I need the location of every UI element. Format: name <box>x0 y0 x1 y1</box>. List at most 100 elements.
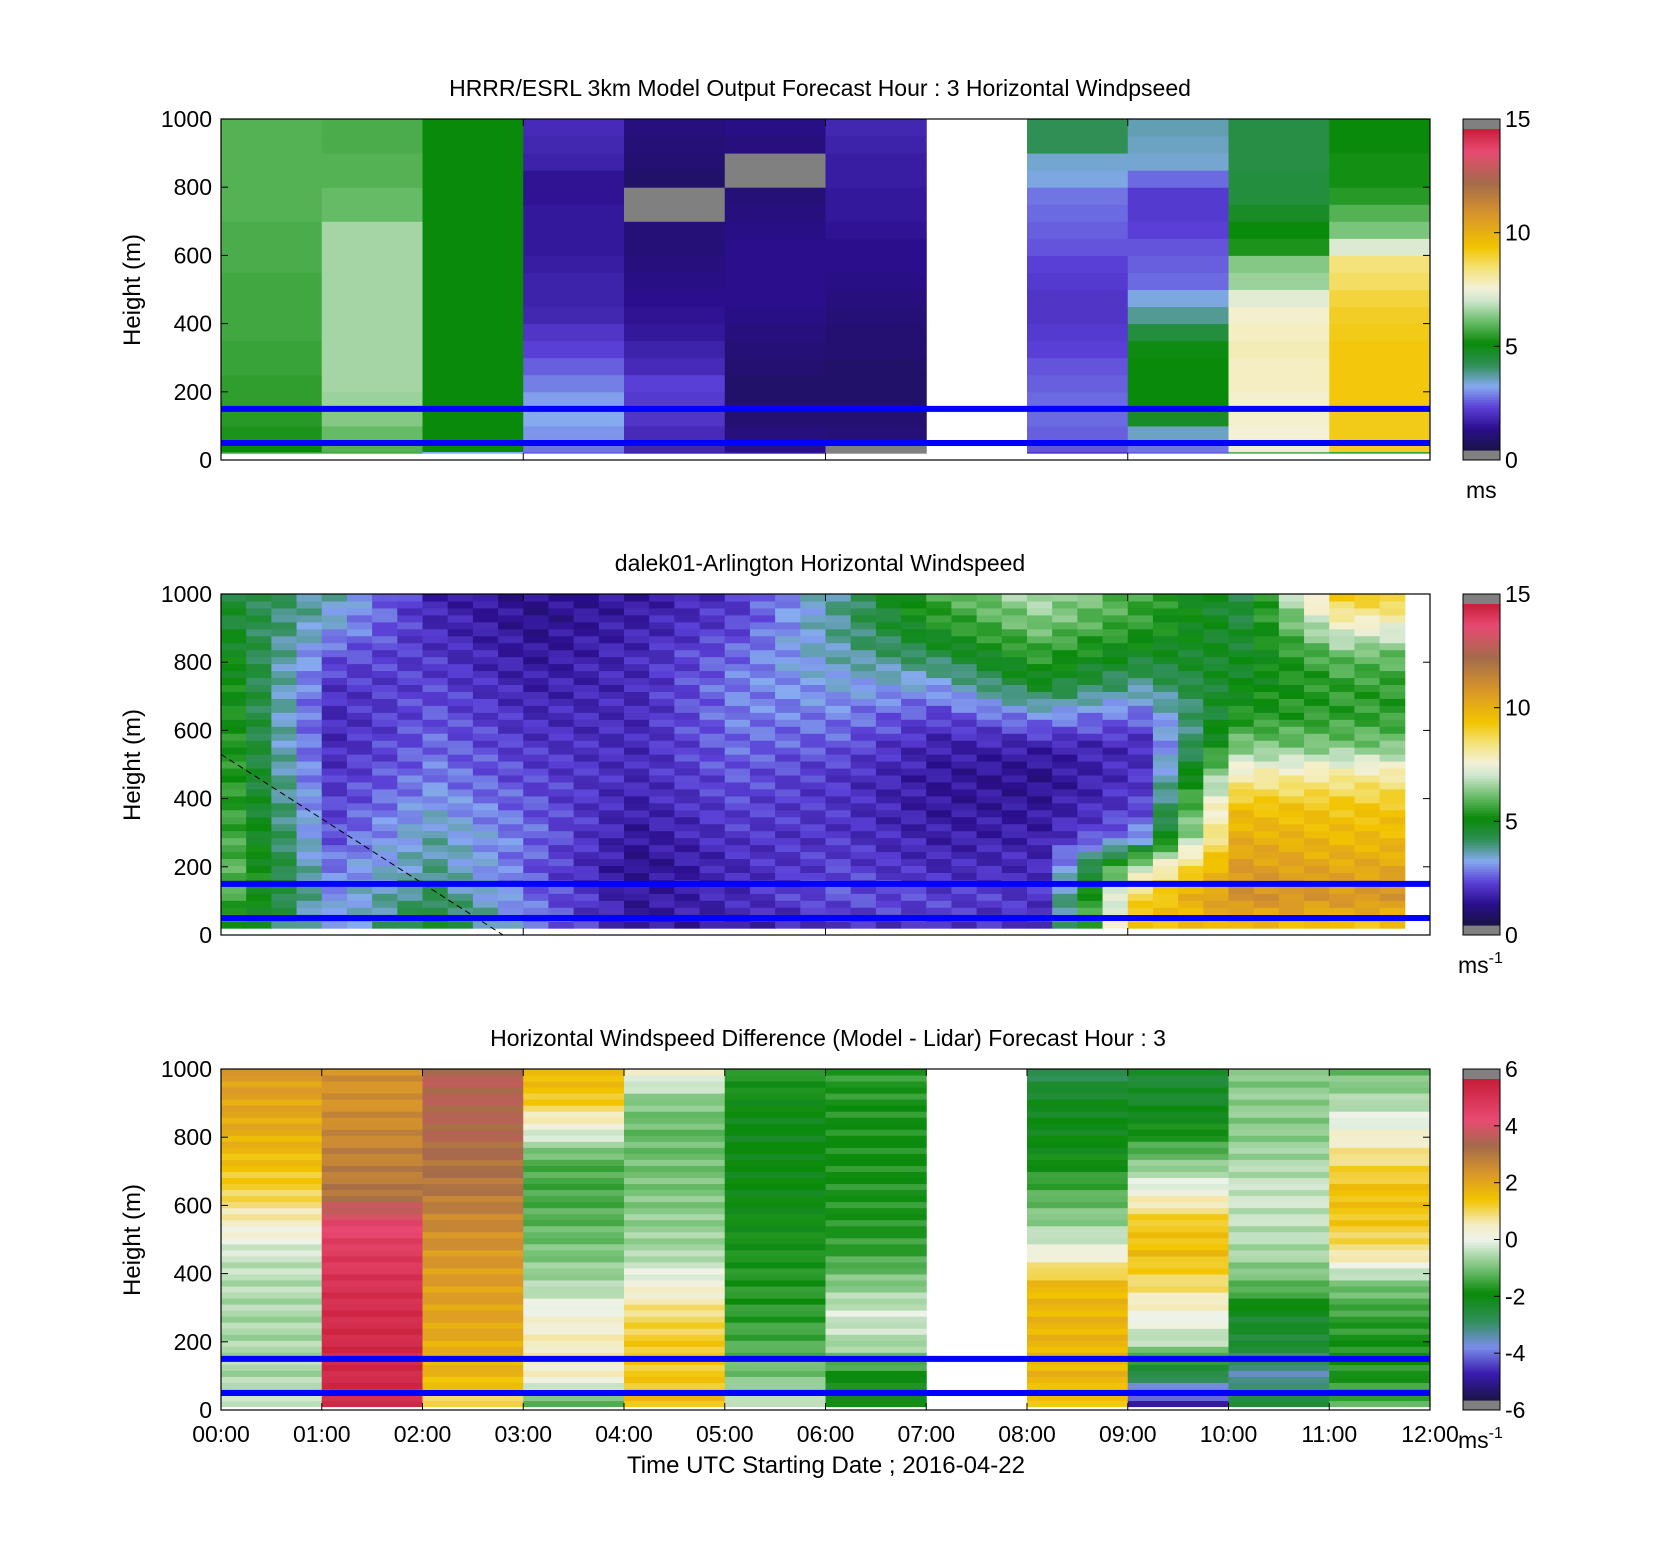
heatmap-cell <box>825 1304 927 1311</box>
heatmap-cell <box>624 1298 726 1305</box>
heatmap-cell <box>523 761 549 769</box>
heatmap-cell <box>598 823 625 832</box>
heatmap-cell <box>825 600 852 609</box>
colorbar-swatch <box>1463 815 1500 819</box>
heatmap-cell <box>699 719 726 727</box>
heatmap-cell <box>321 740 348 748</box>
heatmap-cell <box>372 691 398 699</box>
heatmap-cell <box>1228 795 1255 804</box>
heatmap-cell <box>1001 607 1028 616</box>
heatmap-cell <box>1178 656 1204 665</box>
heatmap-cell <box>422 1069 524 1076</box>
heatmap-cell <box>372 656 398 665</box>
heatmap-cell <box>1127 1135 1229 1142</box>
heatmap-cell <box>1027 1279 1129 1287</box>
heatmap-cell <box>1379 781 1406 790</box>
colorbar-swatch <box>1463 420 1500 424</box>
heatmap-cell <box>1329 865 1355 873</box>
heatmap-cell <box>1304 677 1330 686</box>
heatmap-cell <box>472 754 499 762</box>
heatmap-cell <box>1152 858 1179 867</box>
heatmap-cell <box>1278 684 1305 692</box>
colorbar-swatch <box>1463 793 1500 798</box>
heatmap-cell <box>1329 921 1355 929</box>
colorbar-swatch <box>1463 911 1500 915</box>
heatmap-cell <box>573 726 600 734</box>
heatmap-cell <box>1379 642 1406 651</box>
colorbar-swatch <box>1463 914 1500 918</box>
heatmap-cell <box>548 628 575 637</box>
colorbar-swatch <box>1463 801 1500 806</box>
colorbar-tick-label: 0 <box>1505 922 1518 948</box>
heatmap-cell <box>1379 809 1406 818</box>
heatmap-cell <box>800 921 826 929</box>
heatmap-cell <box>951 830 978 839</box>
heatmap-cell <box>422 1195 524 1203</box>
heatmap-cell <box>271 600 298 609</box>
heatmap-cell <box>271 872 298 880</box>
heatmap-cell <box>624 1123 726 1130</box>
heatmap-cell <box>875 607 902 616</box>
heatmap-cell <box>1127 1249 1229 1257</box>
heatmap-cell <box>1027 1400 1129 1408</box>
heatmap-cell <box>724 642 751 651</box>
heatmap-cell <box>447 781 474 790</box>
heatmap-cell <box>1152 823 1179 832</box>
heatmap-cell <box>1077 663 1104 672</box>
heatmap-cell <box>1329 1340 1431 1347</box>
heatmap-cell <box>372 642 398 651</box>
heatmap-cell <box>1228 374 1330 393</box>
x-tick-label: 11:00 <box>1301 1421 1357 1447</box>
heatmap-cell <box>296 823 323 832</box>
heatmap-cell <box>523 726 549 734</box>
heatmap-cell <box>598 677 625 686</box>
colorbar-swatch <box>1463 193 1500 197</box>
heatmap-cell <box>346 754 373 762</box>
heatmap-cell <box>1077 844 1104 853</box>
colorbar-swatch <box>1463 678 1500 683</box>
colorbar-swatch <box>1463 1252 1500 1257</box>
heatmap-cell <box>875 726 902 734</box>
heatmap-cell <box>825 170 927 188</box>
colorbar-swatch <box>1463 297 1500 301</box>
heatmap-cell <box>1127 425 1229 441</box>
heatmap-cell <box>422 255 524 273</box>
heatmap-cell <box>422 170 524 188</box>
heatmap-cell <box>1027 1237 1129 1245</box>
heatmap-cell <box>598 607 625 616</box>
heatmap-cell <box>775 705 801 713</box>
heatmap-cell <box>1102 712 1129 720</box>
heatmap-cell <box>674 802 701 811</box>
heatmap-cell <box>850 712 877 720</box>
heatmap-cell <box>1228 698 1255 706</box>
heatmap-cell <box>624 1316 726 1323</box>
heatmap-cell <box>901 809 927 818</box>
heatmap-cell <box>775 823 801 832</box>
heatmap-cell <box>875 775 902 783</box>
heatmap-cell <box>749 712 776 720</box>
heatmap-cell <box>397 802 423 811</box>
colorbar-swatch <box>1463 163 1500 168</box>
heatmap-cell <box>724 357 826 376</box>
heatmap-cell <box>1052 621 1078 630</box>
heatmap-cell <box>825 1322 927 1329</box>
heatmap-cell <box>1001 684 1028 692</box>
heatmap-cell <box>624 712 650 720</box>
heatmap-cell <box>1228 1219 1330 1227</box>
heatmap-cell <box>1228 1273 1330 1281</box>
heatmap-cell <box>926 663 952 672</box>
heatmap-cell <box>624 1141 726 1148</box>
heatmap-cell <box>825 1153 927 1160</box>
heatmap-cell <box>1052 865 1078 873</box>
heatmap-cell <box>422 1267 524 1275</box>
heatmap-cell <box>1253 851 1280 860</box>
heatmap-cell <box>346 691 373 699</box>
colorbar-swatch <box>1463 150 1500 154</box>
heatmap-cell <box>1127 1370 1229 1377</box>
colorbar-swatch <box>1463 836 1500 840</box>
heatmap-cell <box>825 136 927 154</box>
heatmap-cell <box>825 1249 927 1257</box>
heatmap-cell <box>875 628 902 637</box>
colorbar-tick-label: 5 <box>1505 333 1518 359</box>
heatmap-cell <box>1127 607 1154 616</box>
